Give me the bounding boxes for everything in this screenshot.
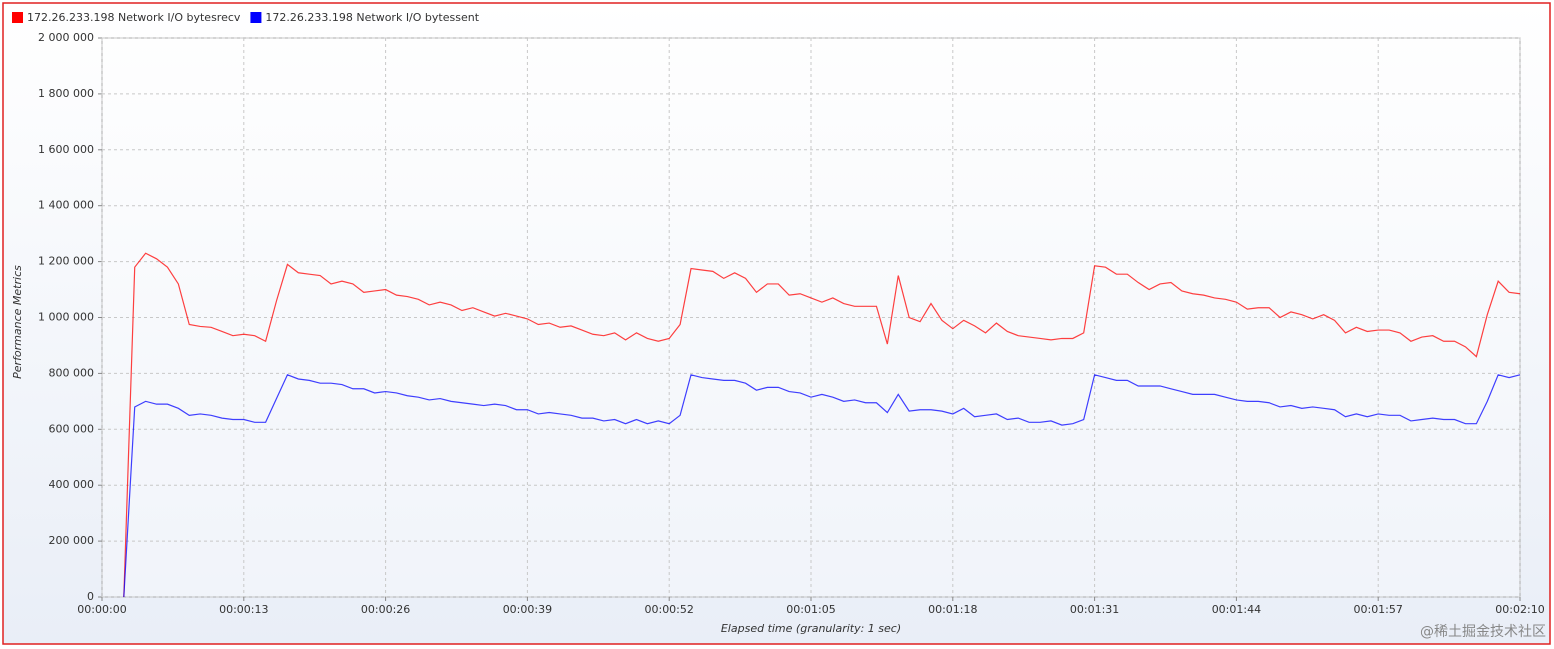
y-tick-label: 1 600 000 [38,143,94,156]
x-axis-label: Elapsed time (granularity: 1 sec) [721,622,901,635]
y-tick-label: 1 200 000 [38,255,94,268]
data-line [123,252,1521,598]
y-tick-label: 1 400 000 [38,199,94,212]
y-tick-label: 2 000 000 [38,31,94,44]
y-tick-label: 600 000 [49,422,95,435]
x-tick-label: 00:00:13 [219,603,268,616]
legend-label: 172.26.233.198 Network I/O bytesrecv [27,11,241,24]
legend-swatch [12,12,23,23]
x-tick-label: 00:00:00 [77,603,126,616]
x-tick-label: 00:00:39 [503,603,552,616]
y-tick-label: 400 000 [49,478,95,491]
y-axis-label: Performance Metrics [11,265,24,379]
x-tick-label: 00:00:52 [644,603,693,616]
y-tick-label: 1 000 000 [38,311,94,324]
x-tick-label: 00:01:18 [928,603,977,616]
data-line [123,374,1521,598]
legend-label: 172.26.233.198 Network I/O bytessent [265,11,479,24]
x-tick-label: 00:00:26 [361,603,410,616]
y-tick-label: 200 000 [49,534,95,547]
x-tick-label: 00:01:31 [1070,603,1119,616]
legend-swatch [250,12,262,23]
y-tick-label: 1 800 000 [38,87,94,100]
y-tick-label: 0 [87,590,94,603]
x-tick-label: 00:01:44 [1212,603,1261,616]
x-tick-label: 00:01:05 [786,603,835,616]
x-tick-label: 00:01:57 [1353,603,1402,616]
y-tick-label: 800 000 [49,366,95,379]
watermark: @稀土掘金技术社区 [1420,624,1546,640]
x-tick-label: 00:02:10 [1495,603,1544,616]
